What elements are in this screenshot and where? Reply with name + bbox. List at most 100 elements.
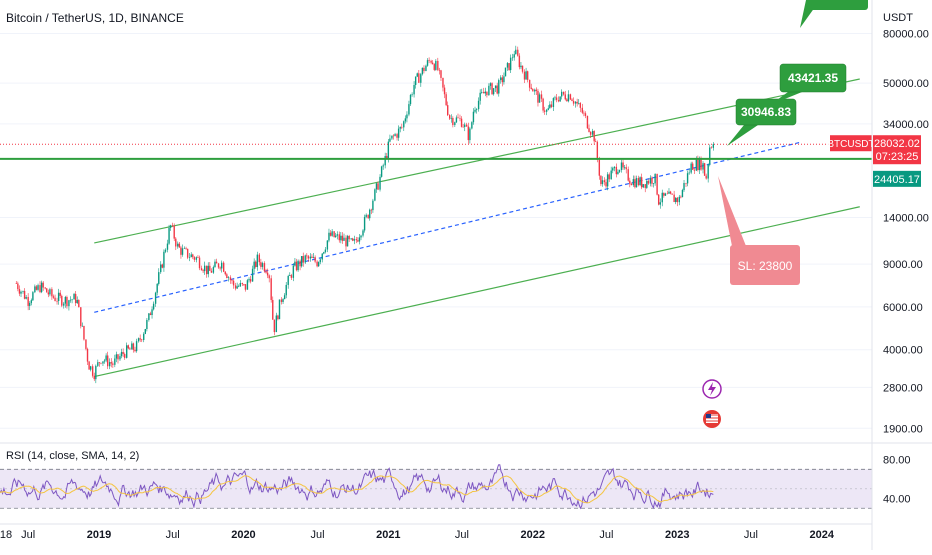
- candle-body: [18, 289, 21, 294]
- candle-body: [503, 76, 505, 83]
- symbol-tag[interactable]: [830, 135, 872, 152]
- candle-body: [186, 248, 189, 258]
- symbol-tag-label: BTCUSDT: [827, 139, 874, 150]
- candle-body: [606, 174, 609, 187]
- candle-body: [605, 182, 607, 187]
- rsi-title[interactable]: RSI (14, close, SMA, 14, 2): [6, 450, 139, 462]
- candle-body: [386, 156, 388, 159]
- candle-body: [143, 333, 145, 340]
- candle-body: [547, 108, 549, 110]
- candle-body: [246, 280, 249, 290]
- candle-body: [328, 232, 330, 241]
- target-1-callout-pointer: [727, 125, 758, 146]
- candle-body: [595, 141, 597, 143]
- target-2-callout-label: 43421.35: [788, 71, 838, 85]
- level-price-tag[interactable]: [873, 170, 921, 187]
- candle-body: [413, 84, 415, 95]
- candle-body: [700, 158, 702, 170]
- candle-body: [185, 248, 187, 249]
- candle-body: [139, 338, 141, 340]
- candle-body: [642, 184, 644, 188]
- candle-body: [181, 248, 184, 255]
- candle-body: [149, 313, 152, 316]
- candle-body: [290, 275, 293, 278]
- dashed-trend-line[interactable]: [94, 141, 800, 313]
- candle-body: [630, 183, 633, 186]
- candle-body: [697, 159, 699, 171]
- candle-body: [117, 354, 119, 360]
- candle-body: [365, 214, 367, 217]
- candle-body: [102, 361, 104, 364]
- candle-body: [569, 94, 572, 100]
- candle-body: [103, 360, 106, 362]
- candle-body: [350, 238, 352, 240]
- candle-body: [712, 144, 715, 148]
- candle-body: [287, 275, 289, 285]
- candle-body: [326, 240, 329, 250]
- target-2-callout-box: [779, 63, 847, 93]
- candle-body: [115, 354, 118, 359]
- candle-body: [232, 280, 235, 286]
- candle-body: [651, 177, 653, 184]
- candle-body: [661, 192, 663, 203]
- candle-body: [152, 303, 155, 310]
- lightning-icon[interactable]: [702, 379, 722, 399]
- rsi-sma-line[interactable]: [0, 475, 714, 504]
- candle-body: [479, 92, 481, 101]
- candle-body: [526, 71, 529, 80]
- candle-body: [406, 114, 408, 119]
- candle-body: [589, 131, 592, 135]
- price-tick-label: 4000.00: [883, 345, 923, 357]
- candle-body: [608, 174, 610, 180]
- rsi-tick-label: 80.00: [883, 455, 911, 467]
- candle-body: [88, 361, 90, 370]
- stop-loss-callout[interactable]: SL: 23800: [718, 176, 800, 285]
- candle-body: [307, 256, 310, 259]
- candle-body: [375, 183, 378, 190]
- candle-body: [664, 193, 667, 196]
- candle-body: [112, 363, 114, 365]
- candle-body: [244, 284, 247, 290]
- candle-body: [86, 348, 89, 362]
- candle-body: [411, 94, 413, 95]
- candle-body: [635, 178, 638, 188]
- candle-body: [707, 164, 709, 179]
- last-price-tag[interactable]: [873, 135, 921, 165]
- candle-body: [188, 257, 191, 258]
- candle-body: [331, 231, 333, 236]
- candle-body: [613, 166, 616, 169]
- channel-upper-line[interactable]: [94, 78, 860, 244]
- candle-body: [435, 60, 437, 70]
- candle-body: [506, 63, 509, 68]
- candle-body: [501, 77, 504, 83]
- candle-body: [306, 255, 308, 257]
- rsi-line[interactable]: [0, 464, 714, 510]
- candle-body: [236, 286, 238, 289]
- target-1-callout[interactable]: 30946.83: [727, 98, 797, 146]
- candle-body: [98, 362, 101, 363]
- candle-body: [420, 74, 422, 83]
- candle-body: [205, 265, 208, 275]
- candle-body: [89, 366, 92, 370]
- stop-loss-label: SL: 23800: [738, 259, 793, 273]
- target-2-callout[interactable]: 43421.35: [770, 63, 847, 105]
- candle-body: [445, 94, 447, 106]
- candle-body: [494, 85, 497, 89]
- candle-body: [695, 159, 697, 171]
- time-tick-label: Jul: [310, 529, 324, 541]
- candle-body: [425, 65, 427, 72]
- candle-body: [25, 296, 27, 299]
- candle-body: [521, 65, 524, 72]
- candle-body: [477, 100, 480, 110]
- cutoff-target-callout[interactable]: [800, 0, 868, 28]
- candle-body: [693, 169, 696, 171]
- stop-loss-box: [730, 245, 800, 285]
- us-flag-icon[interactable]: [703, 410, 721, 428]
- candle-body: [81, 325, 84, 327]
- candle-body: [443, 87, 446, 95]
- candle-body: [440, 70, 442, 78]
- candle-body: [399, 126, 401, 129]
- symbol-title[interactable]: Bitcoin / TetherUS, 1D, BINANCE: [6, 11, 184, 25]
